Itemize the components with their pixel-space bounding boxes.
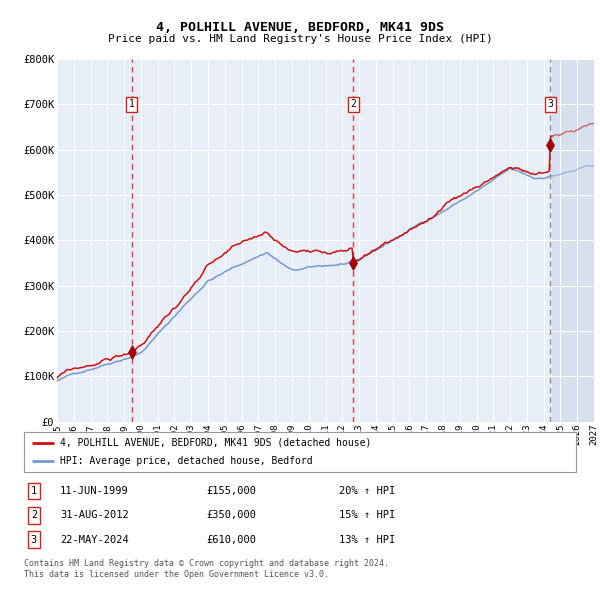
Text: This data is licensed under the Open Government Licence v3.0.: This data is licensed under the Open Gov…	[24, 570, 329, 579]
Text: Price paid vs. HM Land Registry's House Price Index (HPI): Price paid vs. HM Land Registry's House …	[107, 34, 493, 44]
Text: 20% ↑ HPI: 20% ↑ HPI	[338, 486, 395, 496]
Text: 4, POLHILL AVENUE, BEDFORD, MK41 9DS (detached house): 4, POLHILL AVENUE, BEDFORD, MK41 9DS (de…	[60, 438, 371, 448]
Text: HPI: Average price, detached house, Bedford: HPI: Average price, detached house, Bedf…	[60, 456, 313, 466]
Text: 3: 3	[547, 99, 553, 109]
Text: 22-MAY-2024: 22-MAY-2024	[60, 535, 128, 545]
Text: 3: 3	[31, 535, 37, 545]
Text: 4, POLHILL AVENUE, BEDFORD, MK41 9DS: 4, POLHILL AVENUE, BEDFORD, MK41 9DS	[156, 21, 444, 34]
Text: 2: 2	[31, 510, 37, 520]
Text: Contains HM Land Registry data © Crown copyright and database right 2024.: Contains HM Land Registry data © Crown c…	[24, 559, 389, 568]
Bar	[552, 59, 594, 422]
Text: 31-AUG-2012: 31-AUG-2012	[60, 510, 128, 520]
Text: £350,000: £350,000	[206, 510, 256, 520]
Text: £610,000: £610,000	[206, 535, 256, 545]
Text: 2: 2	[350, 99, 356, 109]
Text: 11-JUN-1999: 11-JUN-1999	[60, 486, 128, 496]
Bar	[552, 59, 594, 422]
Text: 15% ↑ HPI: 15% ↑ HPI	[338, 510, 395, 520]
Text: 1: 1	[128, 99, 134, 109]
Text: 1: 1	[31, 486, 37, 496]
Text: £155,000: £155,000	[206, 486, 256, 496]
Text: 13% ↑ HPI: 13% ↑ HPI	[338, 535, 395, 545]
